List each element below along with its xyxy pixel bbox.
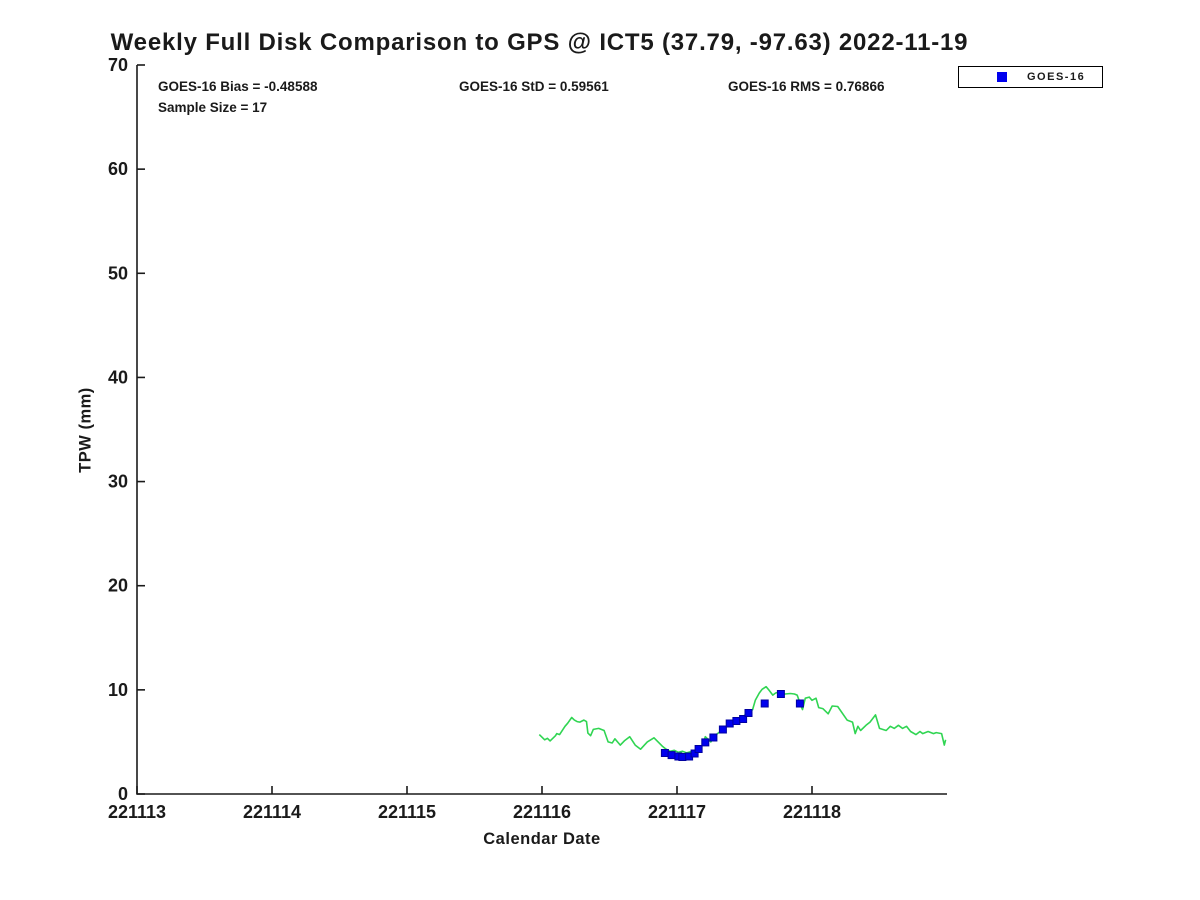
x-tick-label: 221113 [108, 802, 166, 822]
goes16-marker [739, 715, 748, 723]
y-tick-label: 50 [108, 263, 128, 283]
x-tick-label: 221118 [783, 802, 841, 822]
axes [136, 65, 947, 795]
stat-std: GOES-16 StD = 0.59561 [459, 79, 609, 94]
y-tick-label: 10 [108, 680, 128, 700]
legend-label-goes16: GOES-16 [1027, 71, 1086, 83]
y-tick-label: 20 [108, 576, 128, 596]
x-tick-label: 221115 [378, 802, 436, 822]
y-tick-label: 60 [108, 159, 128, 179]
goes16-marker [694, 745, 703, 753]
goes16-marker [732, 717, 741, 725]
stat-bias: GOES-16 Bias = -0.48588 [158, 79, 318, 94]
goes16-marker [776, 690, 785, 698]
goes16-marker [678, 753, 687, 761]
legend: GOES-16 [958, 66, 1103, 88]
stat-sample-size: Sample Size = 17 [158, 100, 268, 115]
goes16-marker [744, 709, 753, 717]
goes16-marker [660, 749, 669, 757]
x-tick-label: 221116 [513, 802, 571, 822]
y-tick-label: 70 [108, 55, 128, 75]
chart-title: Weekly Full Disk Comparison to GPS @ ICT… [110, 29, 969, 56]
goes16-marker [667, 751, 676, 760]
y-tick-label: 0 [118, 784, 128, 804]
goes16-marker [725, 719, 734, 728]
y-tick-label: 30 [108, 472, 128, 492]
goes16-legend-marker-icon [997, 72, 1007, 82]
x-axis-label: Calendar Date [483, 830, 601, 848]
stat-rms: GOES-16 RMS = 0.76866 [728, 79, 885, 94]
y-tick-label: 40 [108, 367, 128, 387]
x-tick-label: 221117 [648, 802, 706, 822]
goes16-marker [795, 699, 804, 708]
goes16-marker [701, 738, 710, 747]
goes16-marker [760, 699, 769, 708]
goes16-marker [709, 733, 718, 742]
goes16-marker [718, 725, 727, 734]
x-tick-label: 221114 [243, 802, 301, 822]
